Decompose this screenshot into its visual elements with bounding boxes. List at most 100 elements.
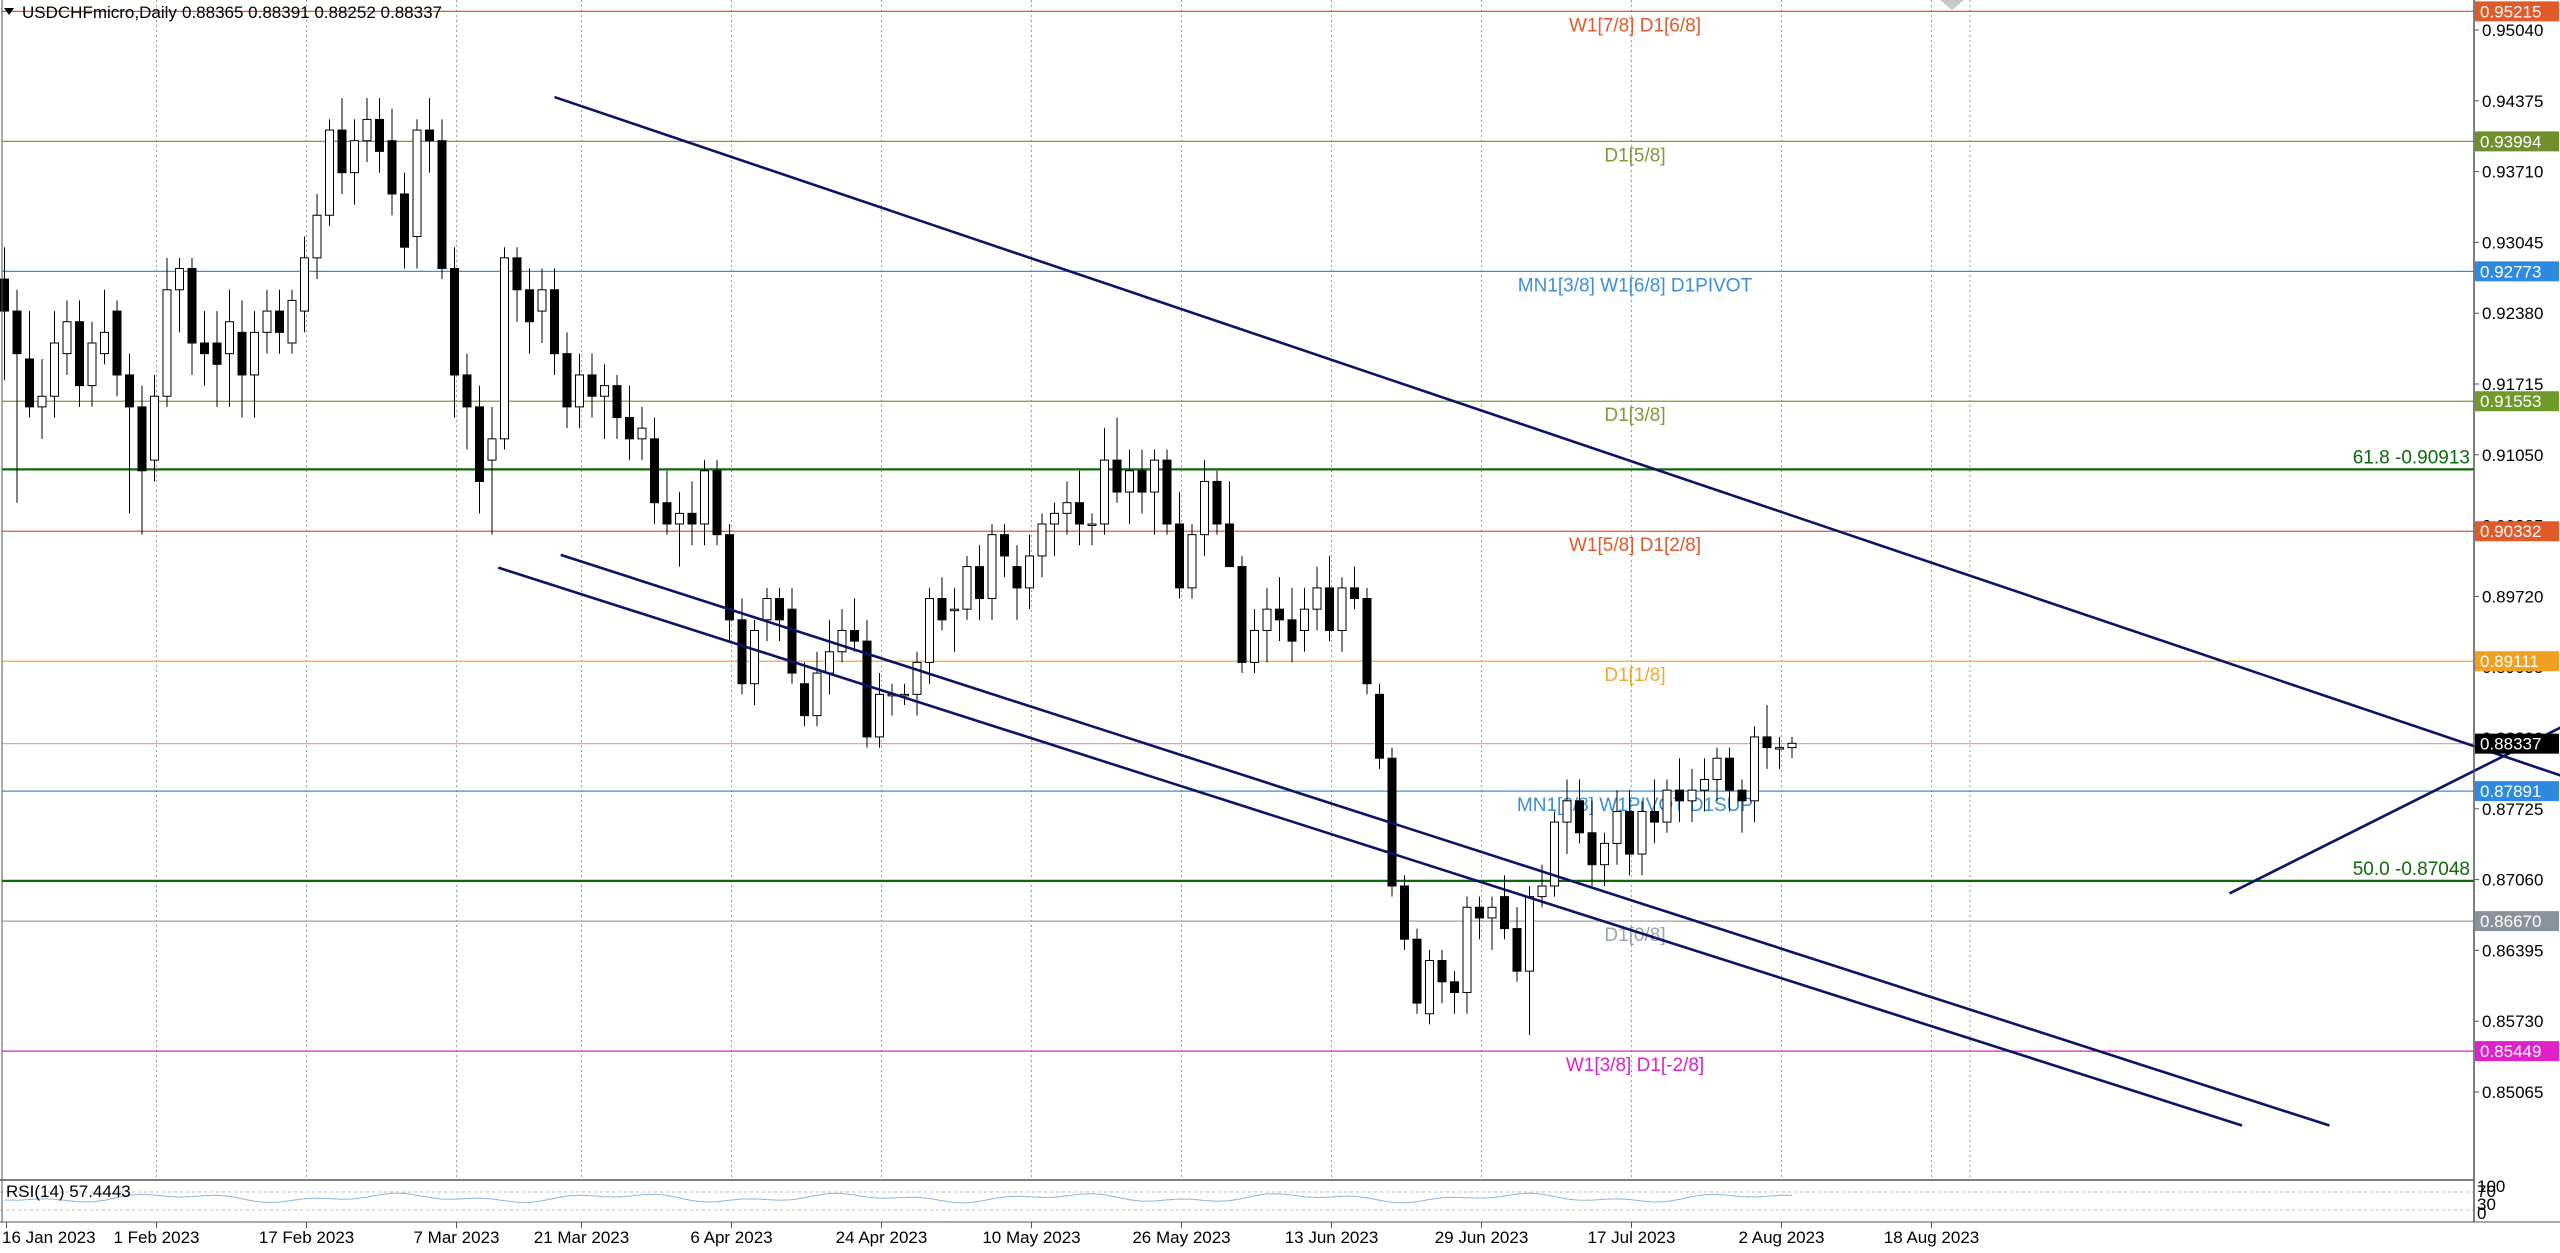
candle[interactable]	[1175, 492, 1184, 599]
candle[interactable]	[237, 300, 247, 418]
candle[interactable]	[1450, 971, 1459, 1014]
candle[interactable]	[1275, 577, 1284, 642]
candle[interactable]	[462, 353, 472, 450]
candle[interactable]	[75, 300, 84, 407]
candle[interactable]	[1600, 832, 1609, 886]
candle[interactable]	[1425, 949, 1434, 1025]
candle[interactable]	[537, 268, 547, 344]
candle[interactable]	[1225, 481, 1234, 568]
candle[interactable]	[812, 651, 822, 727]
candle[interactable]	[675, 492, 684, 567]
candle[interactable]	[450, 247, 459, 418]
candle[interactable]	[1687, 768, 1697, 823]
candle[interactable]	[1762, 704, 1772, 769]
candle[interactable]	[1337, 577, 1347, 652]
candle[interactable]	[150, 374, 159, 482]
candle[interactable]	[925, 587, 934, 684]
candle[interactable]	[600, 364, 609, 439]
candle[interactable]	[1625, 790, 1634, 876]
trendline[interactable]	[497, 566, 2243, 1127]
candle[interactable]	[875, 673, 884, 748]
candle[interactable]	[112, 300, 122, 397]
candle[interactable]	[187, 257, 197, 375]
candle[interactable]	[312, 193, 322, 280]
candle[interactable]	[400, 172, 409, 269]
candle[interactable]	[325, 119, 334, 226]
candle[interactable]	[100, 289, 109, 365]
candle[interactable]	[712, 460, 722, 546]
trendline[interactable]	[2228, 468, 2560, 895]
candle[interactable]	[937, 577, 947, 631]
candle[interactable]	[1037, 513, 1047, 578]
candle[interactable]	[1100, 428, 1109, 535]
candle[interactable]	[1462, 896, 1472, 1014]
candle[interactable]	[1637, 800, 1647, 876]
candle[interactable]	[1287, 587, 1297, 663]
candle[interactable]	[1012, 545, 1022, 620]
candle[interactable]	[700, 460, 709, 546]
candle[interactable]	[225, 289, 234, 407]
candle[interactable]	[1575, 779, 1584, 844]
candle[interactable]	[500, 247, 509, 450]
candle[interactable]	[337, 98, 347, 194]
candle[interactable]	[1562, 779, 1572, 855]
candle[interactable]	[987, 524, 997, 620]
candle[interactable]	[1162, 449, 1172, 535]
candle[interactable]	[1025, 534, 1034, 610]
candle[interactable]	[1112, 417, 1122, 503]
candle[interactable]	[1587, 800, 1597, 886]
candle[interactable]	[1700, 758, 1709, 812]
candle[interactable]	[37, 358, 47, 439]
candle[interactable]	[1375, 683, 1384, 769]
candle[interactable]	[862, 619, 872, 748]
candle[interactable]	[162, 257, 172, 407]
candle[interactable]	[950, 587, 959, 652]
candle[interactable]	[1150, 449, 1159, 535]
candle[interactable]	[975, 545, 984, 620]
candle[interactable]	[962, 555, 972, 620]
candle[interactable]	[1787, 736, 1797, 759]
candle[interactable]	[1612, 790, 1622, 865]
candle[interactable]	[487, 406, 497, 535]
candle[interactable]	[1300, 587, 1309, 652]
candle[interactable]	[850, 598, 859, 652]
candle[interactable]	[412, 119, 422, 269]
candle[interactable]	[350, 119, 359, 205]
candle[interactable]	[562, 332, 572, 429]
candle[interactable]	[1075, 470, 1084, 546]
candle[interactable]	[0, 247, 9, 381]
candle[interactable]	[1200, 460, 1209, 556]
candle[interactable]	[300, 236, 309, 333]
candle[interactable]	[1500, 875, 1509, 940]
candle[interactable]	[1775, 736, 1784, 769]
candle[interactable]	[837, 609, 847, 663]
candle[interactable]	[200, 311, 209, 386]
candle[interactable]	[1237, 555, 1247, 674]
candle[interactable]	[1050, 502, 1059, 556]
candle[interactable]	[1487, 896, 1497, 950]
candle[interactable]	[275, 289, 284, 354]
candle[interactable]	[1437, 949, 1447, 1004]
candle[interactable]	[1137, 449, 1147, 514]
candle[interactable]	[1750, 726, 1759, 823]
candle[interactable]	[1325, 555, 1334, 642]
candle[interactable]	[612, 374, 622, 439]
candle[interactable]	[1362, 587, 1372, 695]
candle[interactable]	[1212, 470, 1222, 535]
candle[interactable]	[50, 311, 59, 418]
candle[interactable]	[87, 321, 97, 407]
candle[interactable]	[387, 108, 397, 216]
candle[interactable]	[762, 587, 772, 642]
candle[interactable]	[1350, 566, 1359, 610]
candle[interactable]	[775, 587, 784, 642]
candle[interactable]	[787, 587, 797, 684]
candle[interactable]	[1187, 524, 1197, 599]
candle[interactable]	[550, 268, 559, 375]
candle[interactable]	[137, 385, 147, 535]
candle[interactable]	[650, 417, 659, 525]
candle[interactable]	[512, 247, 522, 322]
candle[interactable]	[1400, 875, 1409, 950]
candle[interactable]	[25, 311, 34, 418]
candle[interactable]	[1675, 758, 1684, 823]
